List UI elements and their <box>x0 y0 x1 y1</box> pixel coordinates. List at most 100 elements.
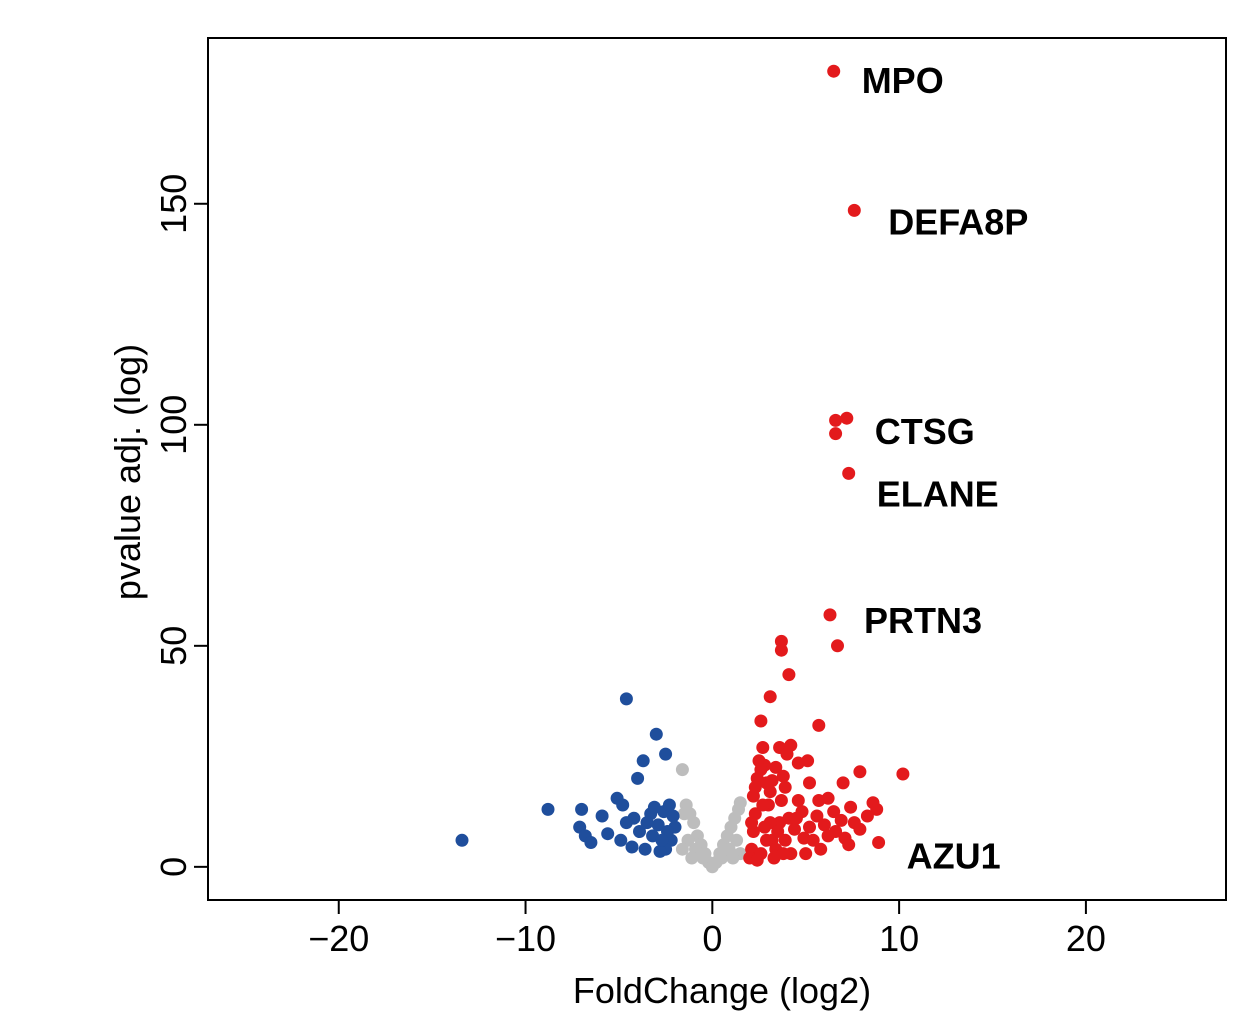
data-point-up <box>834 813 848 827</box>
data-point-up <box>810 809 824 823</box>
data-point-up <box>872 836 886 849</box>
data-point-down <box>614 833 628 847</box>
data-point-up <box>817 818 831 832</box>
data-point-up <box>799 847 813 861</box>
data-point-up <box>829 427 843 441</box>
data-point-down <box>619 692 633 706</box>
gene-labels: MPO DEFA8P CTSG ELANE PRTN3 AZU1 <box>862 60 1029 876</box>
data-point-up <box>844 800 858 814</box>
data-point-down <box>584 836 598 849</box>
x-tick-label: 0 <box>702 918 722 959</box>
data-point-down <box>655 833 669 847</box>
data-point-down <box>616 798 630 812</box>
y-tick-label: 100 <box>153 395 194 455</box>
data-point-up <box>814 842 828 856</box>
data-point-down <box>541 802 555 816</box>
data-point-down <box>649 727 663 741</box>
data-point-down <box>651 818 665 832</box>
points-layer <box>455 64 910 874</box>
data-point-up <box>803 776 816 790</box>
data-point-down <box>455 833 469 847</box>
data-point-up <box>748 780 762 794</box>
data-point-up <box>791 756 805 770</box>
gene-label: AZU1 <box>907 836 1001 877</box>
data-point-up <box>778 780 792 794</box>
data-point-up <box>776 769 790 783</box>
data-point-up <box>750 853 764 867</box>
data-point-down <box>575 802 589 816</box>
x-axis-title: FoldChange (log2) <box>573 970 871 1011</box>
data-point-down <box>662 798 676 812</box>
data-point-down <box>619 816 633 830</box>
data-point-up <box>774 794 788 807</box>
gene-label: MPO <box>862 60 944 101</box>
y-axis-title: pvalue adj. (log) <box>107 344 148 600</box>
data-point-down <box>653 844 667 858</box>
gene-label: ELANE <box>877 473 999 514</box>
y-tick-label: 150 <box>153 174 194 234</box>
data-point-down <box>633 825 646 838</box>
data-point-up <box>789 811 803 825</box>
data-point-ns <box>685 851 699 865</box>
data-point-up <box>829 825 843 838</box>
y-axis: 0 50 100 150 <box>153 174 209 877</box>
y-tick-label: 0 <box>153 857 194 877</box>
data-point-up <box>860 809 874 823</box>
data-point-ns <box>677 807 691 821</box>
data-point-up <box>782 668 796 682</box>
data-point-ns <box>696 851 710 865</box>
data-point-up <box>778 833 792 847</box>
data-point-ns <box>730 833 744 847</box>
data-point-up <box>758 820 772 834</box>
data-point-up <box>745 816 759 830</box>
data-point-ns <box>675 842 689 856</box>
data-point-up <box>754 763 768 777</box>
data-point-down <box>659 747 673 761</box>
data-point-up <box>756 741 770 754</box>
data-point-up <box>788 822 801 836</box>
data-point-ns <box>733 796 747 810</box>
data-point-up <box>827 64 841 78</box>
data-point-up <box>827 805 841 819</box>
data-point-up <box>771 825 785 838</box>
gene-label: DEFA8P <box>888 201 1028 242</box>
data-point-up <box>763 785 777 799</box>
data-point-up <box>780 747 794 761</box>
data-point-up <box>842 838 856 852</box>
data-point-up <box>870 802 884 816</box>
data-point-up <box>776 847 790 861</box>
data-point-ns <box>715 851 729 865</box>
data-point-up <box>763 690 777 704</box>
data-point-up <box>774 643 788 657</box>
x-axis: −20 −10 0 10 20 <box>308 899 1106 959</box>
y-tick-label: 50 <box>153 626 194 666</box>
data-point-ns <box>726 851 740 865</box>
data-point-up <box>853 765 867 779</box>
data-point-up <box>821 791 835 805</box>
data-point-up <box>769 760 783 774</box>
data-point-up <box>754 714 768 728</box>
data-point-up <box>853 822 867 836</box>
data-point-up <box>896 767 910 781</box>
data-point-down <box>636 754 650 768</box>
data-point-down <box>640 816 654 830</box>
data-point-down <box>666 809 680 823</box>
x-tick-label: 20 <box>1066 918 1106 959</box>
data-point-up <box>840 411 854 425</box>
data-point-down <box>631 771 645 785</box>
x-tick-label: −10 <box>495 918 556 959</box>
data-point-ns <box>675 763 689 777</box>
x-tick-label: 10 <box>879 918 919 959</box>
data-point-up <box>791 794 805 807</box>
data-point-down <box>638 842 652 856</box>
data-point-up <box>836 776 850 790</box>
data-point-up <box>847 203 861 217</box>
gene-label: CTSG <box>875 411 975 452</box>
data-point-up <box>760 833 773 847</box>
data-point-up <box>829 413 843 427</box>
data-point-up <box>812 718 826 732</box>
data-point-up <box>756 798 770 812</box>
data-point-up <box>831 639 844 653</box>
data-point-up <box>842 466 856 480</box>
